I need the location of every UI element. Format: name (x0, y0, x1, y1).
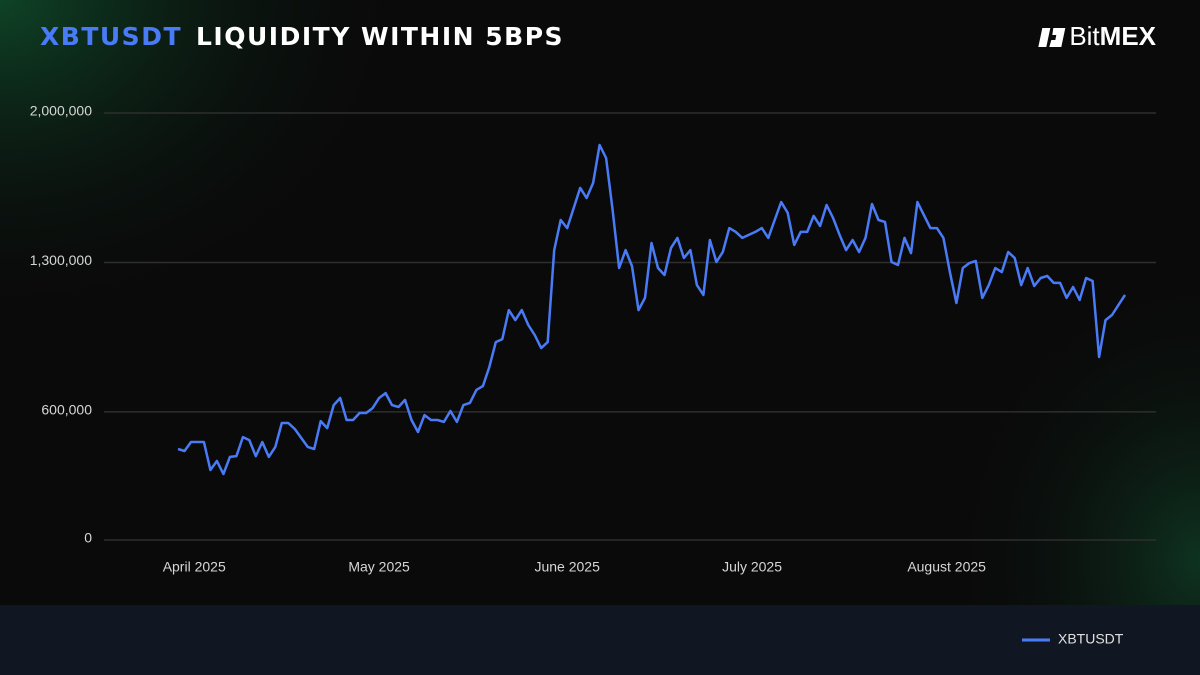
chart-title-highlight: XBTUSDT (40, 22, 182, 51)
brand-text: Bit (1069, 21, 1100, 51)
legend-label: XBTUSDT (1058, 631, 1124, 647)
y-tick-label: 2,000,000 (30, 103, 92, 119)
x-tick-label: June 2025 (534, 559, 600, 575)
brand-logo: Bit MEX (1038, 21, 1157, 51)
x-tick-label: August 2025 (907, 559, 986, 575)
legend-band (0, 605, 1200, 675)
x-tick-label: April 2025 (163, 559, 226, 575)
x-tick-label: July 2025 (722, 559, 782, 575)
background-glow (0, 0, 1200, 605)
y-tick-label: 0 (84, 530, 92, 546)
brand-icon (1038, 28, 1066, 47)
line-series (177, 143, 1127, 476)
brand-text: MEX (1100, 21, 1157, 51)
y-tick-label: 1,300,000 (30, 252, 92, 268)
y-tick-label: 600,000 (41, 402, 92, 418)
chart-title: LIQUIDITY WITHIN 5BPS (196, 22, 564, 51)
x-tick-label: May 2025 (348, 559, 410, 575)
